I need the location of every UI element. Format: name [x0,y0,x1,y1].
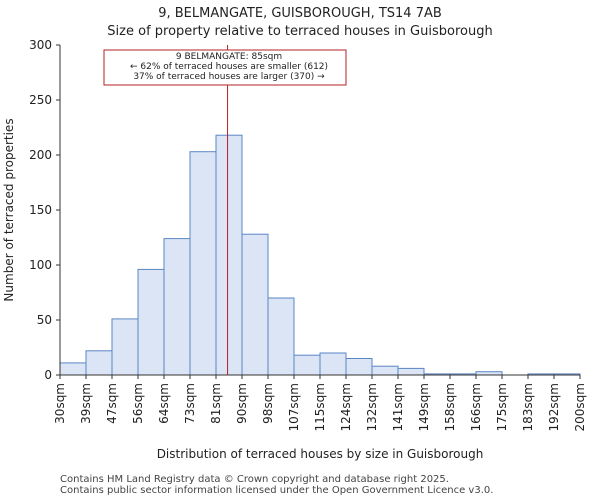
y-tick-label: 150 [29,203,52,217]
x-tick-label: 47sqm [105,383,119,424]
x-tick-label: 183sqm [521,383,535,431]
x-tick-label: 90sqm [235,383,249,424]
histogram-bar [319,352,347,376]
histogram-bar [111,318,139,376]
x-tick-label: 149sqm [417,383,431,431]
x-tick-label: 64sqm [157,383,171,424]
y-tick-label: 100 [29,258,52,272]
histogram-bar [85,350,113,376]
histogram-bar [137,268,165,376]
histogram-bar [397,367,425,376]
x-axis-label: Distribution of terraced houses by size … [157,447,484,461]
y-tick-label: 0 [44,368,52,382]
histogram-bar [241,233,269,376]
x-tick-label: 175sqm [495,383,509,431]
y-tick-label: 300 [29,38,52,52]
footer-line-2: Contains public sector information licen… [60,485,494,496]
histogram-bar [371,365,399,376]
y-tick-label: 200 [29,148,52,162]
x-tick-label: 166sqm [469,383,483,431]
annotation-line-2: ← 62% of terraced houses are smaller (61… [129,62,329,72]
histogram-bar [293,354,321,376]
x-tick-label: 98sqm [261,383,275,424]
y-axis-label: Number of terraced properties [2,118,16,301]
histogram-bar [345,358,373,376]
x-tick-label: 81sqm [209,383,223,424]
annotation-line-3: 37% of terraced houses are larger (370) … [133,72,325,82]
annotation-box [103,49,347,86]
annotation-line-1: 9 BELMANGATE: 85sqm [175,52,283,62]
y-tick-label: 250 [29,93,52,107]
x-tick-label: 200sqm [573,383,587,431]
x-tick-label: 39sqm [79,383,93,424]
footer-line-1: Contains HM Land Registry data © Crown c… [60,474,449,485]
x-tick-label: 115sqm [313,383,327,431]
x-tick-label: 141sqm [391,383,405,431]
x-tick-label: 56sqm [131,383,145,424]
x-tick-label: 30sqm [53,383,67,424]
histogram-bar [163,238,191,376]
x-tick-label: 132sqm [365,383,379,431]
histogram-bar [215,134,243,376]
x-tick-label: 73sqm [183,383,197,424]
y-tick-label: 50 [37,313,52,327]
x-tick-label: 107sqm [287,383,301,431]
chart-subtitle: Size of property relative to terraced ho… [107,24,493,39]
x-tick-label: 158sqm [443,383,457,431]
x-tick-label: 124sqm [339,383,353,431]
histogram-bar [267,297,295,376]
histogram-bar [59,362,87,376]
chart-title: 9, BELMANGATE, GUISBOROUGH, TS14 7AB [158,6,442,21]
x-tick-label: 192sqm [547,383,561,431]
histogram-bar [189,151,217,376]
